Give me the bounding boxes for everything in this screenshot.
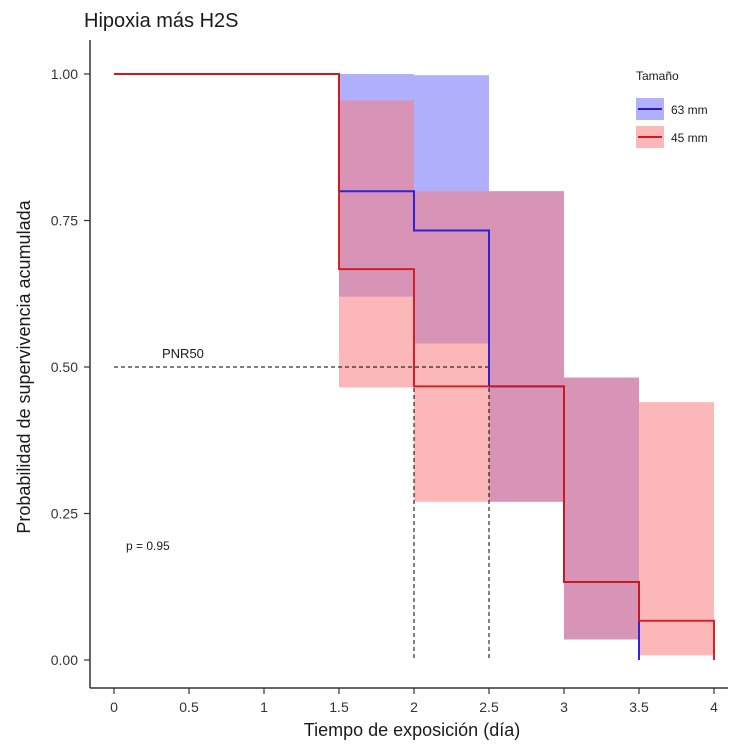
x-axis-title: Tiempo de exposición (día) — [304, 720, 520, 740]
y-axis-title: Probabilidad de supervivencia acumulada — [14, 199, 34, 533]
x-axis-ticks: 0 0.5 1 1.5 2 2.5 3 3.5 4 — [110, 688, 718, 715]
ci-band-45mm-5 — [639, 402, 714, 656]
y-tick-label-4: 1.00 — [51, 66, 78, 82]
x-tick-label-7: 3.5 — [629, 699, 649, 715]
legend: Tamaño 63 mm 45 mm — [636, 69, 708, 148]
ci-band-45mm-2 — [414, 191, 489, 502]
ci-band-45mm-3 — [489, 191, 564, 502]
x-tick-label-3: 1.5 — [329, 699, 349, 715]
confidence-bands — [339, 74, 714, 656]
legend-label-63mm: 63 mm — [671, 103, 708, 117]
survival-curve-45mm — [114, 73, 715, 660]
x-tick-label-0: 0 — [110, 699, 118, 715]
survival-curves — [114, 73, 715, 660]
ci-band-45mm-4 — [564, 377, 639, 640]
x-tick-label-8: 4 — [710, 699, 718, 715]
pnr50-label: PNR50 — [162, 346, 204, 361]
legend-label-45mm: 45 mm — [671, 131, 708, 145]
y-tick-label-2: 0.50 — [51, 359, 78, 375]
y-tick-label-3: 0.75 — [51, 213, 78, 229]
y-tick-label-0: 0.00 — [51, 652, 78, 668]
ci-band-45mm-1 — [339, 100, 414, 388]
x-tick-label-6: 3 — [560, 699, 568, 715]
y-axis-ticks: 0.00 0.25 0.50 0.75 1.00 — [51, 66, 90, 668]
p-value-annotation: p = 0.95 — [126, 539, 170, 553]
x-tick-label-1: 0.5 — [179, 699, 199, 715]
x-tick-label-5: 2.5 — [479, 699, 499, 715]
y-tick-label-1: 0.25 — [51, 506, 78, 522]
x-tick-label-4: 2 — [410, 699, 418, 715]
chart-title: Hipoxia más H2S — [84, 10, 239, 32]
x-tick-label-2: 1 — [260, 699, 268, 715]
legend-title: Tamaño — [636, 69, 679, 83]
